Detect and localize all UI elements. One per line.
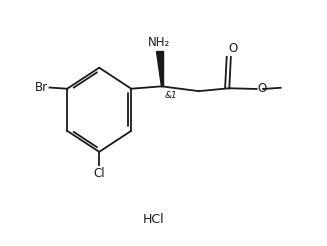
Text: O: O [229,42,238,55]
Text: NH₂: NH₂ [148,36,170,48]
Text: O: O [258,82,267,95]
Polygon shape [156,51,163,86]
Text: &1: &1 [164,91,177,100]
Text: HCl: HCl [143,213,165,226]
Text: Cl: Cl [94,167,105,180]
Text: Br: Br [35,81,48,94]
